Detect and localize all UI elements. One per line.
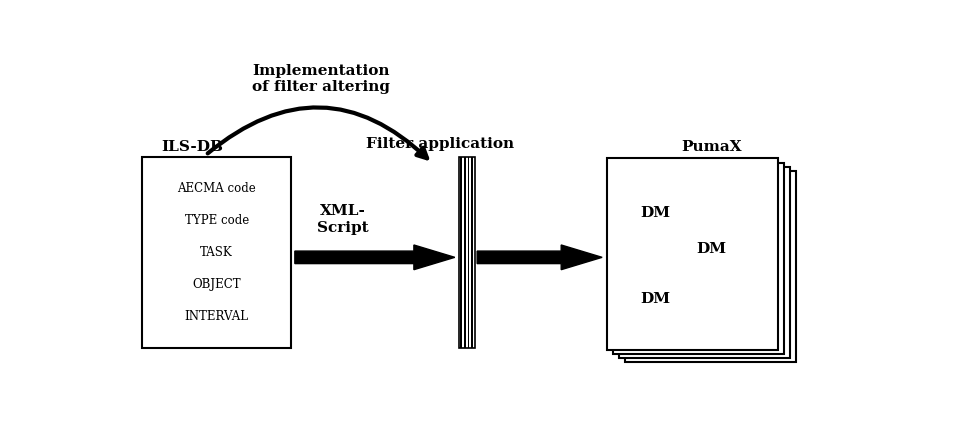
Text: DM: DM xyxy=(640,206,671,220)
Text: PumaX: PumaX xyxy=(682,140,742,154)
FancyArrow shape xyxy=(295,245,455,270)
Bar xyxy=(461,157,462,348)
Bar xyxy=(613,163,784,354)
Text: INTERVAL: INTERVAL xyxy=(184,309,249,323)
Text: ILS-DB: ILS-DB xyxy=(161,140,223,154)
Bar xyxy=(608,158,779,350)
Bar xyxy=(471,157,473,348)
FancyArrow shape xyxy=(477,245,602,270)
Bar xyxy=(619,167,790,358)
Text: Implementation
of filter altering: Implementation of filter altering xyxy=(252,64,390,95)
Text: XML-
Script: XML- Script xyxy=(318,204,369,235)
Text: AECMA code: AECMA code xyxy=(178,182,256,195)
Bar xyxy=(464,157,466,348)
Bar xyxy=(625,171,796,363)
Bar xyxy=(459,157,475,348)
Bar xyxy=(468,157,469,348)
Text: DM: DM xyxy=(640,291,671,306)
Bar xyxy=(142,157,291,348)
Text: TYPE code: TYPE code xyxy=(184,214,249,227)
Text: DM: DM xyxy=(696,242,727,256)
Text: Filter application: Filter application xyxy=(366,137,514,151)
Text: OBJECT: OBJECT xyxy=(192,278,241,291)
FancyArrowPatch shape xyxy=(207,107,427,158)
Text: TASK: TASK xyxy=(201,246,233,259)
